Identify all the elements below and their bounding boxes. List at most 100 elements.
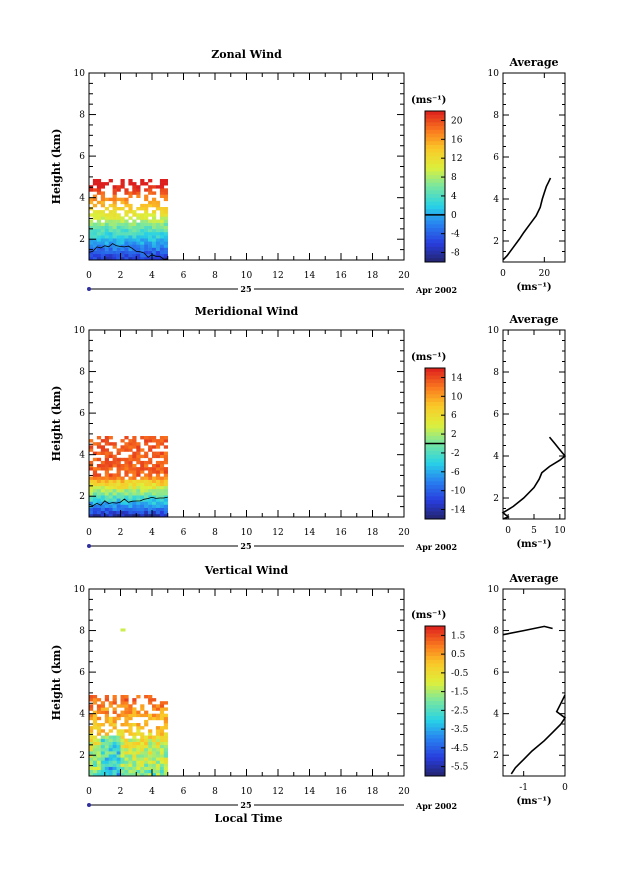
heatmap-cell <box>136 510 141 515</box>
heatmap-cell <box>89 704 94 708</box>
heatmap-cell <box>116 763 121 767</box>
heatmap-cell <box>124 235 129 239</box>
heatmap-cell <box>152 704 157 708</box>
heatmap-cell <box>116 247 121 251</box>
heatmap-cell <box>132 710 137 714</box>
heatmap-cell <box>152 772 157 777</box>
heatmap-cell <box>100 200 105 205</box>
heatmap-cell <box>136 738 141 742</box>
heatmap-cell <box>155 241 161 245</box>
heatmap-cell <box>136 495 141 499</box>
panel-title: Meridional Wind <box>195 305 299 318</box>
date-marker <box>87 803 91 807</box>
heatmap-cell <box>132 247 137 251</box>
colorbar-swatch <box>425 701 445 706</box>
heatmap-cell <box>108 213 113 217</box>
colorbar: (ms⁻¹) -8 -4 0 4 8 12 16 20 <box>411 95 463 263</box>
heatmap-cell <box>148 219 153 223</box>
heatmap-cell <box>120 513 125 518</box>
heatmap-cell <box>120 713 125 718</box>
heatmap-cell <box>140 470 145 474</box>
heatmap-cell <box>155 442 161 446</box>
heatmap-cell <box>108 751 113 755</box>
heatmap-cell <box>136 744 141 749</box>
heatmap-cell <box>120 219 125 223</box>
colorbar-swatch <box>425 686 445 691</box>
heatmap-cell <box>132 253 137 258</box>
y-tick-label: 2 <box>79 235 85 245</box>
heatmap-cell <box>124 704 129 708</box>
heatmap-cell <box>159 464 165 468</box>
heatmap-cell <box>159 504 165 508</box>
heatmap-cell <box>144 439 149 443</box>
average-y-tick-label: 8 <box>493 627 499 637</box>
heatmap-cell <box>89 256 94 261</box>
heatmap-cell <box>159 210 165 214</box>
average-y-tick-label: 4 <box>493 195 499 205</box>
heatmap-cell <box>128 495 133 499</box>
heatmap-cell <box>144 769 149 774</box>
heatmap-cell <box>163 735 168 739</box>
heatmap-cell <box>112 235 117 239</box>
colorbar-swatch <box>425 231 445 236</box>
heatmap-cell <box>124 748 129 752</box>
average-y-tick-label: 8 <box>493 111 499 121</box>
heatmap-cell <box>152 454 157 459</box>
heatmap-cell <box>132 185 137 189</box>
heatmap-cell <box>159 485 165 490</box>
heatmap-cell <box>152 741 157 746</box>
colorbar-swatch <box>425 190 445 195</box>
heatmap-cell <box>124 232 129 236</box>
heatmap-cell <box>136 460 141 465</box>
heatmap-cell <box>159 247 165 251</box>
heatmap-cell <box>116 748 121 752</box>
heatmap-cell <box>144 473 149 477</box>
heatmap-cell <box>155 744 161 749</box>
heatmap-cell <box>163 439 168 443</box>
heatmap-cell <box>136 188 141 192</box>
heatmap-cell <box>112 772 117 777</box>
heatmap-cell <box>104 504 109 508</box>
heatmap-cell <box>112 191 117 195</box>
heatmap-cell <box>104 772 109 777</box>
heatmap-cell <box>136 489 141 493</box>
heatmap-cell <box>136 479 141 483</box>
heatmap-cell <box>132 738 137 742</box>
heatmap-cell <box>89 754 94 758</box>
colorbar-tick-label: 0.5 <box>451 650 466 660</box>
heatmap-cell <box>144 454 149 459</box>
heatmap-cell <box>108 451 113 455</box>
heatmap-cell <box>136 769 141 774</box>
heatmap-cell <box>124 729 129 733</box>
heatmap-cell <box>144 482 149 487</box>
heatmap-cell <box>112 510 117 515</box>
heatmap-cell <box>89 716 94 721</box>
heatmap-cell <box>120 216 125 220</box>
heatmap-cell <box>148 238 153 242</box>
heatmap-cell <box>159 222 165 226</box>
heatmap-cell <box>100 460 105 465</box>
colorbar-unit: (ms⁻¹) <box>411 610 446 621</box>
heatmap-cell <box>104 460 109 465</box>
heatmap-cell <box>140 754 145 758</box>
heatmap-cell <box>144 719 149 724</box>
heatmap-cell <box>108 482 113 487</box>
heatmap-cell <box>155 464 161 468</box>
heatmap-cell <box>136 244 141 248</box>
heatmap-cell <box>108 442 113 446</box>
heatmap-cell <box>100 232 105 236</box>
heatmap-cell <box>104 216 109 220</box>
heatmap-cell <box>148 485 153 490</box>
heatmap-cell <box>92 182 98 186</box>
heatmap-cell <box>100 754 105 758</box>
colorbar-tick-label: 16 <box>451 135 463 145</box>
heatmap-cell <box>128 467 133 471</box>
heatmap-cell <box>144 489 149 493</box>
heatmap-cell <box>148 701 153 705</box>
heatmap-cell <box>163 738 168 742</box>
x-tick-label: 6 <box>181 528 187 538</box>
colorbar-swatch <box>425 133 445 138</box>
heatmap-cell <box>152 439 157 443</box>
colorbar-swatch <box>425 511 445 516</box>
heatmap-cell <box>128 772 133 777</box>
